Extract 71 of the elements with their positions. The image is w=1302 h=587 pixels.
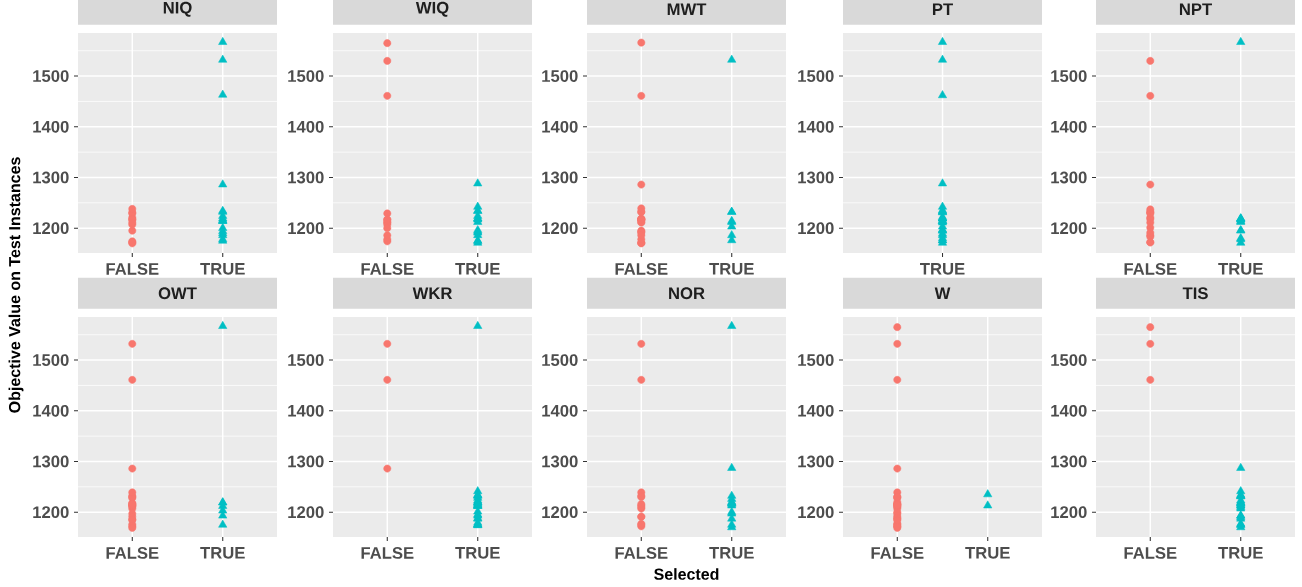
y-tick-label: 1300: [1051, 171, 1087, 184]
chart-title: NIQ: [163, 1, 192, 17]
chart-title: MWT: [667, 3, 707, 15]
y-tick-label: 1500: [1051, 70, 1087, 82]
y-tick-label: 1200: [288, 506, 324, 519]
y-tick-label: 1200: [1051, 222, 1087, 235]
x-tick-label: TRUE: [709, 547, 754, 559]
y-tick-label: 1500: [798, 354, 834, 366]
y-tick-label: 1400: [798, 404, 834, 417]
y-axis-title: Objective Value on Test Instances: [8, 157, 24, 413]
y-tick-label: 1300: [288, 455, 324, 468]
y-tick-label: 1300: [33, 455, 69, 468]
x-tick-label: FALSE: [871, 547, 924, 559]
y-tick-label: 1500: [1051, 354, 1087, 366]
chart-title: OWT: [158, 287, 197, 300]
y-tick-label: 1300: [542, 455, 578, 468]
y-tick-label: 1400: [288, 404, 324, 417]
x-tick-label: TRUE: [709, 263, 754, 275]
y-tick-label: 1400: [288, 120, 324, 133]
y-tick-label: 1500: [33, 70, 69, 82]
x-tick-label: TRUE: [1218, 263, 1263, 275]
y-tick-label: 1300: [288, 171, 324, 184]
x-tick-label: FALSE: [106, 547, 159, 559]
y-tick-label: 1200: [542, 222, 578, 235]
y-tick-label: 1500: [288, 354, 324, 366]
x-tick-label: TRUE: [965, 547, 1010, 559]
x-axis-title: Selected: [654, 568, 719, 580]
y-tick-label: 1200: [288, 222, 324, 235]
y-tick-label: 1400: [1051, 120, 1087, 133]
y-tick-label: 1200: [33, 222, 69, 235]
y-tick-label: 1400: [1051, 404, 1087, 417]
y-tick-label: 1200: [542, 506, 578, 519]
x-tick-label: TRUE: [1218, 547, 1263, 559]
x-tick-label: TRUE: [455, 547, 500, 559]
y-tick-label: 1500: [798, 70, 834, 82]
y-tick-label: 1400: [33, 404, 69, 417]
chart-title: NPT: [1179, 3, 1212, 15]
x-tick-label: FALSE: [1124, 263, 1177, 275]
y-tick-label: 1300: [33, 171, 69, 184]
y-tick-label: 1200: [1051, 506, 1087, 519]
x-tick-label: FALSE: [361, 263, 414, 275]
y-tick-label: 1300: [798, 171, 834, 184]
x-tick-label: TRUE: [455, 263, 500, 275]
y-tick-label: 1200: [798, 506, 834, 519]
x-tick-label: FALSE: [1124, 547, 1177, 559]
x-tick-label: FALSE: [615, 547, 668, 559]
chart-title: W: [934, 287, 951, 299]
chart-title: PT: [932, 3, 953, 15]
y-tick-label: 1200: [33, 506, 69, 519]
chart-title: WIQ: [415, 1, 449, 17]
chart-title: WKR: [412, 287, 453, 299]
x-tick-label: TRUE: [920, 263, 965, 275]
y-tick-label: 1500: [542, 354, 578, 366]
chart-title: NOR: [669, 287, 705, 300]
y-tick-label: 1400: [798, 120, 834, 133]
y-tick-label: 1300: [1051, 455, 1087, 468]
y-tick-label: 1500: [288, 70, 324, 82]
y-tick-label: 1500: [33, 354, 69, 366]
x-tick-label: TRUE: [200, 263, 245, 275]
y-tick-label: 1400: [542, 120, 578, 133]
x-tick-label: FALSE: [361, 547, 414, 559]
x-tick-label: TRUE: [200, 547, 245, 559]
x-tick-label: FALSE: [615, 263, 668, 275]
chart-title: TIS: [1182, 287, 1208, 300]
y-tick-label: 1200: [798, 222, 834, 235]
x-tick-label: FALSE: [106, 263, 159, 275]
y-tick-label: 1300: [798, 455, 834, 468]
y-tick-label: 1400: [542, 404, 578, 417]
y-tick-label: 1300: [542, 171, 578, 184]
y-tick-label: 1500: [542, 70, 578, 82]
y-tick-label: 1400: [33, 120, 69, 133]
